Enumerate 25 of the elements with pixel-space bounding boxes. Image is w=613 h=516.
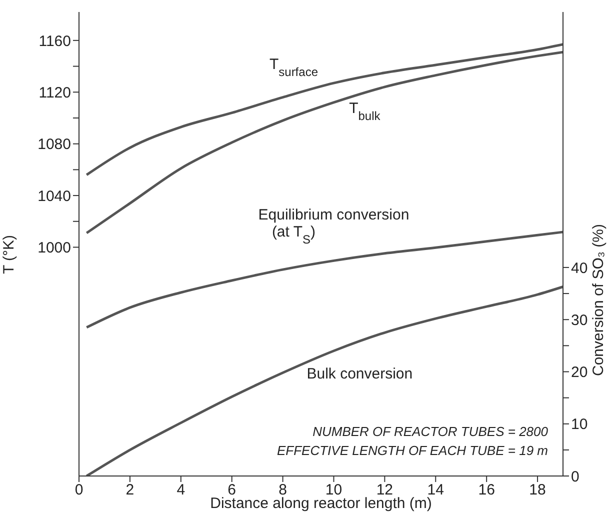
y-tick-label: 1120 bbox=[38, 84, 71, 102]
y2-tick-label: 40 bbox=[571, 260, 588, 277]
series-label: Bulk conversion bbox=[306, 366, 413, 383]
y2-tick-label: 20 bbox=[571, 364, 588, 382]
series-label: Equilibrium conversion (at T$_{S}$) bbox=[258, 206, 410, 247]
line-series bbox=[85, 286, 563, 476]
series-label: T$_{surface}$ bbox=[269, 56, 318, 80]
y2-tick-label: 10 bbox=[571, 416, 588, 434]
annotation: NUMBER OF REACTOR TUBES = 2800 bbox=[312, 424, 549, 439]
series-label: T$_{bulk}$ bbox=[349, 100, 382, 123]
y-tick-label: 1040 bbox=[38, 188, 71, 205]
x-tick-label: 2 bbox=[126, 482, 134, 499]
x-tick-label: 16 bbox=[478, 482, 495, 499]
line-series bbox=[85, 43, 563, 176]
y-tick-label: 1000 bbox=[38, 240, 71, 257]
y2-tick-label: 30 bbox=[571, 312, 588, 329]
x-tick-label: 0 bbox=[74, 482, 84, 499]
y-tick-label: 1160 bbox=[38, 32, 71, 50]
x-tick-label: 18 bbox=[529, 482, 546, 499]
y-axis-title: T (°K) bbox=[0, 234, 18, 274]
y-tick-label: 1080 bbox=[38, 136, 71, 154]
y2-tick-label: 0 bbox=[571, 468, 580, 486]
x-tick-label: 4 bbox=[176, 482, 186, 499]
annotation: EFFECTIVE LENGTH OF EACH TUBE = 19 m bbox=[276, 443, 548, 458]
y2-axis-title: Conversion of SO₃ (%) bbox=[590, 224, 607, 376]
